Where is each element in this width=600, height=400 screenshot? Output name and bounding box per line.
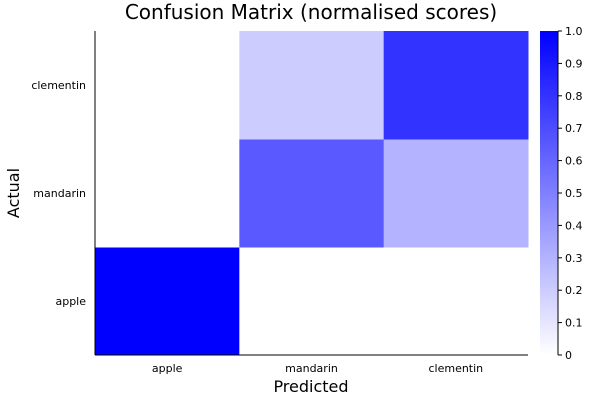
heatmap-cell-apple-apple bbox=[95, 247, 240, 356]
colorbar-ticks: 0 0.1 0.2 0.3 0.4 0.5 0.6 0.7 0.8 0.9 1.0 bbox=[558, 25, 583, 362]
x-tick-label: mandarin bbox=[285, 362, 338, 375]
colorbar-tick-label: 0.8 bbox=[565, 90, 583, 103]
heatmap-cell-clementin-clementin bbox=[383, 31, 529, 140]
colorbar-tick-label: 0.7 bbox=[565, 122, 583, 135]
chart-title: Confusion Matrix (normalised scores) bbox=[125, 0, 497, 24]
heatmap-cell-apple-clementin bbox=[383, 247, 529, 356]
y-tick-labels: apple mandarin clementin bbox=[31, 79, 86, 308]
colorbar-tick-label: 0 bbox=[565, 349, 572, 362]
colorbar-tick-label: 1.0 bbox=[565, 25, 583, 38]
y-tick-label: clementin bbox=[31, 79, 86, 92]
colorbar-tick-label: 0.5 bbox=[565, 187, 583, 200]
x-axis-label: Predicted bbox=[273, 377, 348, 396]
x-tick-label: clementin bbox=[428, 362, 483, 375]
heatmap-cells bbox=[95, 31, 529, 356]
heatmap-cell-clementin-apple bbox=[95, 31, 240, 140]
x-tick-labels: apple mandarin clementin bbox=[152, 362, 483, 375]
colorbar-tick-label: 0.6 bbox=[565, 155, 583, 168]
heatmap-cell-mandarin-apple bbox=[95, 139, 240, 248]
colorbar-tick-label: 0.4 bbox=[565, 219, 583, 232]
colorbar-tick-label: 0.9 bbox=[565, 57, 583, 70]
y-tick-label: mandarin bbox=[33, 187, 86, 200]
heatmap-cell-mandarin-mandarin bbox=[239, 139, 385, 248]
x-tick-label: apple bbox=[152, 362, 183, 375]
y-tick-label: apple bbox=[55, 295, 86, 308]
heatmap-cell-clementin-mandarin bbox=[239, 31, 385, 140]
heatmap-cell-mandarin-clementin bbox=[383, 139, 529, 248]
heatmap-cell-apple-mandarin bbox=[239, 247, 385, 356]
colorbar-tick-label: 0.2 bbox=[565, 284, 583, 297]
y-axis-label: Actual bbox=[4, 168, 23, 218]
colorbar-tick-label: 0.1 bbox=[565, 317, 583, 330]
colorbar-tick-label: 0.3 bbox=[565, 252, 583, 265]
colorbar bbox=[540, 31, 558, 355]
